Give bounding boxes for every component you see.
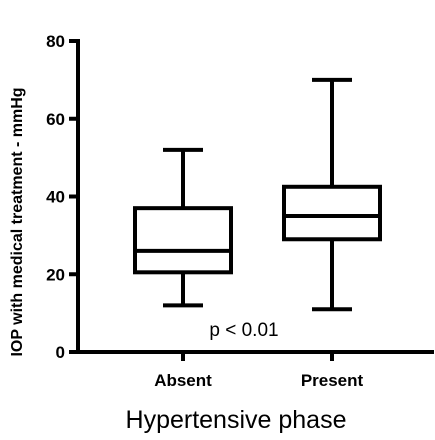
iqr-box (282, 184, 382, 242)
x-axis: Absent Present (76, 350, 434, 390)
p-value-annotation: p < 0.01 (209, 320, 278, 341)
x-tick-label: Present (301, 371, 364, 390)
box-plot-present (282, 77, 382, 312)
box-series (133, 77, 382, 312)
box-plot-absent (133, 147, 233, 308)
y-tick-label: 60 (46, 110, 65, 129)
y-axis-label: IOP with medical treatment - mmHg (9, 87, 26, 356)
y-tick-label: 40 (46, 188, 65, 207)
y-axis: 0 20 40 60 80 (46, 32, 80, 362)
x-axis-label: Hypertensive phase (126, 406, 347, 434)
y-tick-label: 20 (46, 265, 65, 284)
y-tick-label: 0 (56, 343, 65, 362)
iqr-box (133, 206, 233, 275)
y-tick-label: 80 (46, 32, 65, 51)
x-tick-label: Absent (154, 371, 212, 390)
